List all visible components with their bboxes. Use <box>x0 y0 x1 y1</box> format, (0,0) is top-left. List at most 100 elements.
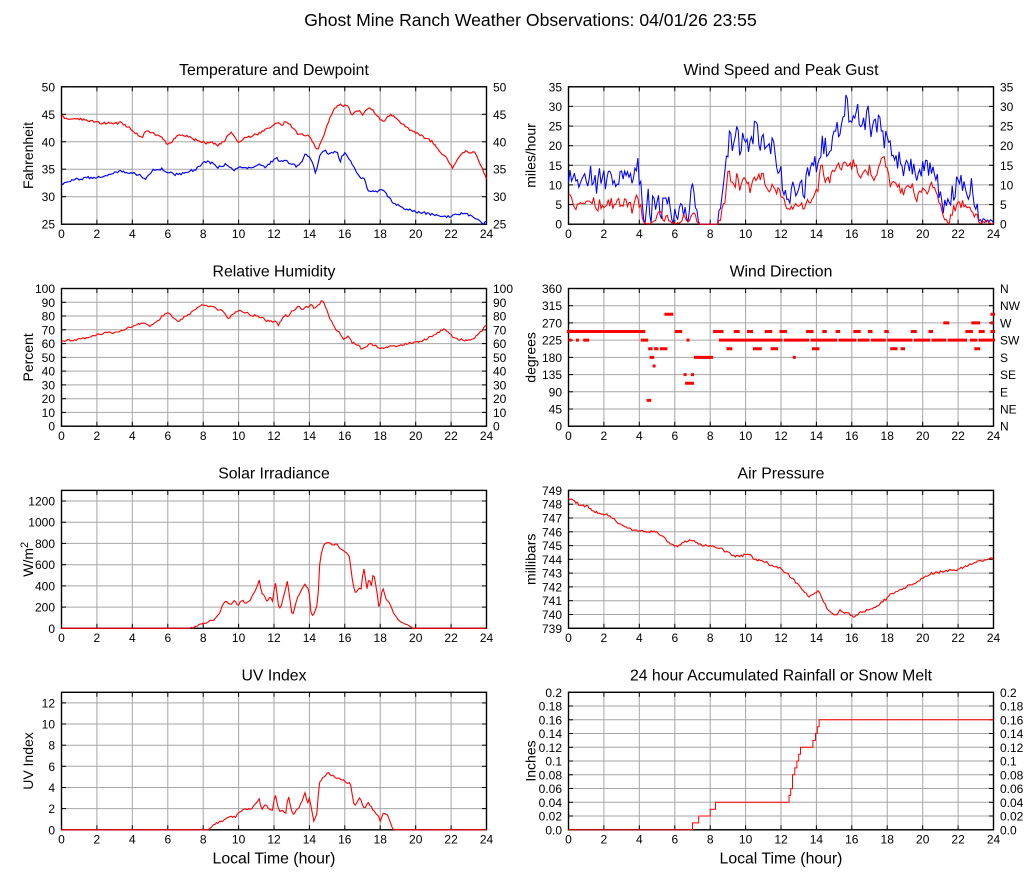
svg-text:18: 18 <box>374 227 388 241</box>
svg-text:5: 5 <box>1000 198 1007 212</box>
svg-text:18: 18 <box>881 833 895 847</box>
svg-text:4: 4 <box>48 781 55 795</box>
svg-text:Percent: Percent <box>20 333 36 381</box>
svg-text:0.2: 0.2 <box>545 686 562 700</box>
svg-text:Relative Humidity: Relative Humidity <box>213 264 336 281</box>
svg-text:Fahrenheit: Fahrenheit <box>20 122 36 189</box>
svg-text:741: 741 <box>542 594 562 608</box>
svg-text:4: 4 <box>129 429 136 443</box>
svg-text:2: 2 <box>601 227 608 241</box>
svg-text:8: 8 <box>200 631 207 645</box>
svg-text:10: 10 <box>42 406 56 420</box>
svg-text:18: 18 <box>881 429 895 443</box>
svg-text:UV Index: UV Index <box>20 732 36 790</box>
svg-text:20: 20 <box>916 429 930 443</box>
svg-text:18: 18 <box>374 833 388 847</box>
svg-text:14: 14 <box>810 631 824 645</box>
svg-text:200: 200 <box>35 601 55 615</box>
svg-text:22: 22 <box>951 429 965 443</box>
svg-text:E: E <box>1000 385 1008 399</box>
svg-text:14: 14 <box>810 429 824 443</box>
svg-text:10: 10 <box>1000 178 1014 192</box>
svg-text:0: 0 <box>493 420 500 434</box>
svg-text:2: 2 <box>48 802 55 816</box>
svg-text:25: 25 <box>1000 120 1014 134</box>
svg-text:45: 45 <box>42 108 56 122</box>
svg-text:NW: NW <box>1000 299 1021 313</box>
svg-text:0.2: 0.2 <box>1000 686 1017 700</box>
svg-text:16: 16 <box>338 631 352 645</box>
svg-text:2: 2 <box>94 631 101 645</box>
svg-text:0: 0 <box>58 631 65 645</box>
svg-text:20: 20 <box>916 631 930 645</box>
svg-text:20: 20 <box>409 631 423 645</box>
svg-text:4: 4 <box>636 833 643 847</box>
svg-text:Local Time (hour): Local Time (hour) <box>720 850 843 867</box>
svg-text:360: 360 <box>542 282 562 296</box>
svg-text:22: 22 <box>951 631 965 645</box>
svg-text:22: 22 <box>444 833 458 847</box>
svg-text:747: 747 <box>542 512 562 526</box>
svg-text:4: 4 <box>636 631 643 645</box>
svg-text:8: 8 <box>48 739 55 753</box>
svg-text:16: 16 <box>338 833 352 847</box>
svg-text:12: 12 <box>774 631 788 645</box>
svg-text:20: 20 <box>493 392 507 406</box>
svg-text:6: 6 <box>164 227 171 241</box>
svg-text:Temperature and Dewpoint: Temperature and Dewpoint <box>179 62 369 79</box>
svg-text:600: 600 <box>35 558 55 572</box>
svg-text:0.08: 0.08 <box>1000 768 1024 782</box>
svg-text:35: 35 <box>42 163 56 177</box>
svg-text:20: 20 <box>549 139 563 153</box>
svg-text:N: N <box>1000 282 1009 296</box>
svg-text:0.14: 0.14 <box>1000 727 1024 741</box>
svg-text:0.06: 0.06 <box>1000 782 1024 796</box>
svg-text:0.12: 0.12 <box>539 741 563 755</box>
svg-text:6: 6 <box>671 631 678 645</box>
svg-text:8: 8 <box>707 429 714 443</box>
svg-text:60: 60 <box>42 337 56 351</box>
svg-text:746: 746 <box>542 525 562 539</box>
svg-text:0: 0 <box>48 420 55 434</box>
svg-text:20: 20 <box>916 227 930 241</box>
svg-text:0: 0 <box>555 218 562 232</box>
svg-text:18: 18 <box>881 631 895 645</box>
svg-text:2: 2 <box>601 429 608 443</box>
svg-text:40: 40 <box>493 135 507 149</box>
svg-text:18: 18 <box>374 631 388 645</box>
svg-text:0: 0 <box>58 227 65 241</box>
svg-text:0: 0 <box>1000 218 1007 232</box>
svg-text:15: 15 <box>1000 159 1014 173</box>
svg-text:6: 6 <box>164 833 171 847</box>
svg-text:12: 12 <box>267 429 281 443</box>
svg-text:30: 30 <box>42 190 56 204</box>
svg-text:35: 35 <box>1000 80 1014 94</box>
svg-text:24: 24 <box>987 833 1001 847</box>
svg-text:50: 50 <box>493 351 507 365</box>
svg-text:743: 743 <box>542 567 562 581</box>
svg-text:8: 8 <box>200 833 207 847</box>
svg-text:10: 10 <box>232 833 246 847</box>
svg-text:4: 4 <box>129 631 136 645</box>
svg-text:1200: 1200 <box>28 495 55 509</box>
svg-text:0.02: 0.02 <box>539 810 563 824</box>
svg-text:2: 2 <box>94 429 101 443</box>
svg-text:70: 70 <box>493 323 507 337</box>
svg-text:35: 35 <box>493 163 507 177</box>
svg-text:90: 90 <box>42 296 56 310</box>
svg-text:0.1: 0.1 <box>545 755 562 769</box>
svg-text:0.16: 0.16 <box>1000 713 1024 727</box>
svg-text:24: 24 <box>987 429 1001 443</box>
svg-text:Local Time (hour): Local Time (hour) <box>213 850 336 867</box>
svg-text:0: 0 <box>565 429 572 443</box>
svg-text:22: 22 <box>951 833 965 847</box>
svg-text:6: 6 <box>671 833 678 847</box>
svg-text:10: 10 <box>42 718 56 732</box>
svg-text:20: 20 <box>1000 139 1014 153</box>
svg-text:742: 742 <box>542 580 562 594</box>
svg-text:5: 5 <box>555 198 562 212</box>
svg-text:80: 80 <box>42 310 56 324</box>
svg-text:30: 30 <box>1000 100 1014 114</box>
svg-text:6: 6 <box>48 760 55 774</box>
svg-text:0: 0 <box>48 622 55 636</box>
